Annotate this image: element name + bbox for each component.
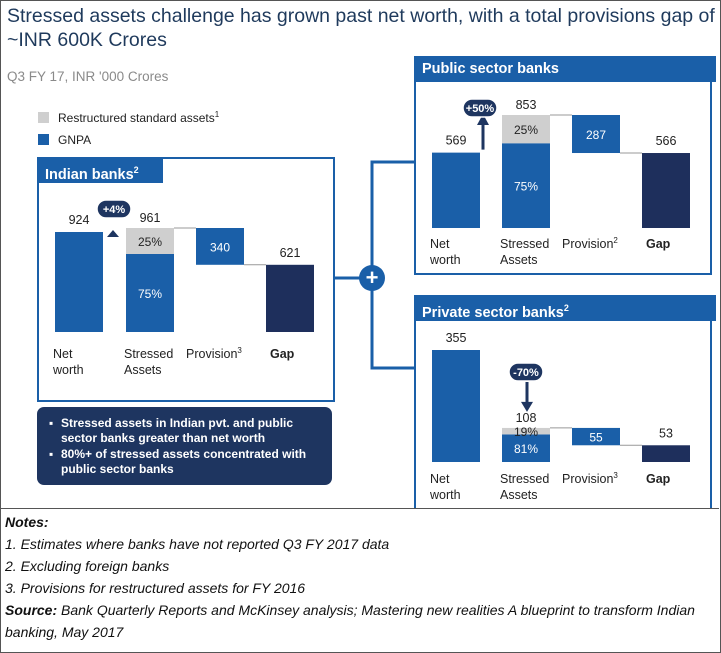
notes-section: Notes: 1. Estimates where banks have not… [0,508,719,652]
change-badge-label: +4% [103,204,126,216]
panel-indian-title: Indian banks2 [37,157,163,183]
change-arrowhead-icon [521,401,533,412]
segment-label-gnpa: 75% [514,180,538,194]
bar-gap-private [642,445,690,462]
bar-stressed-gnpa-indian [126,254,174,332]
panel-private-title: Private sector banks2 [414,295,716,321]
value-label: 53 [659,426,673,440]
category-label: Gap [646,237,671,251]
segment-label-restructured: 19% [514,425,538,439]
category-label: Stressed [500,237,549,251]
bar-stressed-restructured-public [502,115,550,144]
category-label: Provision3 [186,346,242,361]
value-label: 55 [589,431,603,445]
category-label: Stressed [500,472,549,486]
segment-label-gnpa: 81% [514,442,538,456]
notes-heading: Notes: [5,514,49,530]
note-item: 3. Provisions for restructured assets fo… [5,580,306,596]
change-badge [462,98,498,118]
page-title: Stressed assets challenge has grown past… [7,5,715,51]
bar-gap-indian [266,264,314,332]
bar-stressed-gnpa-public [502,143,550,228]
summary-bullet: Stressed assets in Indian pvt. and publi… [49,416,324,445]
value-label: 340 [210,240,230,254]
bar-stressed-restructured-indian [126,228,174,254]
value-label: 566 [656,134,677,148]
bar-provision-private [572,427,620,446]
legend-restructured: Restructured standard assets1 [38,110,219,125]
segment-label-restructured: 25% [514,123,538,137]
category-label: Assets [500,253,538,267]
legend-note-restructured: 1 [214,110,220,119]
bar-provision-indian [196,228,244,265]
category-label: Net [53,347,73,361]
bar-gap-public [642,153,690,228]
value-label: 108 [516,411,537,425]
category-label: Net [430,237,450,251]
source-note: Source: Bank Quarterly Reports and McKin… [5,599,710,643]
bar-provision-public [572,115,620,154]
value-label: 621 [280,246,301,260]
category-label: worth [429,488,461,502]
change-badge-label: +50% [466,103,495,115]
plus-icon: + [359,265,385,291]
category-label: Provision3 [562,471,618,486]
note-item: 1. Estimates where banks have not report… [5,536,390,552]
value-label: 853 [516,98,537,112]
value-label: 961 [140,211,161,225]
legend-label-restructured: Restructured standard assets [58,111,215,125]
bar-net-worth-public [432,152,480,228]
panel-private-banks: Private sector banks2 [414,295,716,509]
category-label: Gap [646,472,671,486]
panel-public-title: Public sector banks [414,56,716,82]
legend-gnpa: GNPA [38,133,91,147]
summary-box: Stressed assets in Indian pvt. and publi… [37,407,332,485]
category-note: 2 [613,236,618,245]
category-label: Stressed [124,347,173,361]
bar-stressed-gnpa-private [502,434,550,462]
source-label: Source: [5,602,58,618]
category-note: 3 [237,346,242,355]
bar-stressed-restructured-private [502,427,550,435]
category-label: Provision2 [562,236,618,251]
bar-net-worth-private [432,350,480,462]
value-label: 924 [69,213,90,227]
change-arrow-icon [107,230,119,238]
value-label: 569 [446,134,467,148]
value-label: 287 [586,128,606,142]
category-label: Assets [500,488,538,502]
legend-swatch-restructured [38,112,49,123]
category-label: Net [430,472,450,486]
summary-bullet: 80%+ of stressed assets concentrated wit… [49,447,324,476]
change-badge-label: -70% [513,367,539,379]
category-note: 3 [613,471,618,480]
bar-net-worth-indian [55,232,103,332]
value-label: 355 [446,331,467,345]
legend-swatch-gnpa [38,134,49,145]
category-label: Assets [124,363,162,377]
source-text: Bank Quarterly Reports and McKinsey anal… [5,602,695,640]
note-item: 2. Excluding foreign banks [5,558,170,574]
segment-label-gnpa: 75% [138,287,162,301]
category-label: Gap [270,347,295,361]
change-badge [508,362,544,382]
category-label: worth [429,253,461,267]
change-badge [96,199,132,219]
category-label: worth [52,363,84,377]
segment-label-restructured: 25% [138,235,162,249]
legend-label-gnpa: GNPA [58,133,92,147]
subtitle: Q3 FY 17, INR '000 Crores [7,69,169,84]
change-arrowhead-icon [477,114,489,125]
